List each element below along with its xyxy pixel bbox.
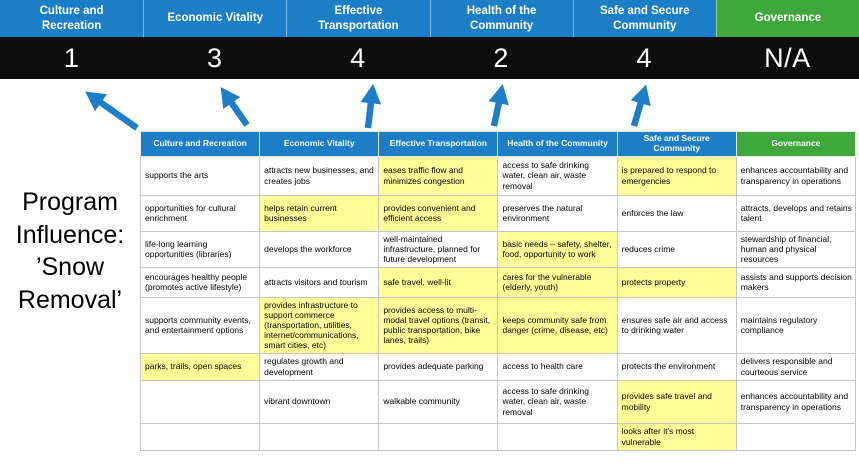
matrix-cell-r4-c1: encourages healthy people (promotes acti… [139,266,261,298]
matrix-cell-r2-c1: opportunities for cultural enrichment [139,194,261,232]
matrix-row-4: encourages healthy people (promotes acti… [139,266,857,298]
pillar-score-6: N/A [764,42,811,73]
matrix-row-2: opportunities for cultural enrichment hel… [139,194,857,232]
matrix-header-2: Economic Vitality [259,131,380,157]
matrix-cell-r1-c3: eases traffic flow and minimizes congest… [378,155,499,196]
matrix-cell-r3-c6: stewardship of financial, human and phys… [735,230,857,268]
pillar-header-2: Economic Vitality [143,0,287,37]
matrix-cell-r2-c5: enforces the law [616,194,737,232]
matrix-cell-r5-c4: keeps community safe from danger (crime,… [497,296,618,354]
matrix-cell-r5-c3: provides access to multi-modal travel op… [378,296,499,354]
arrow-up-icon-5 [630,84,651,127]
matrix-cell-r8-c6 [735,422,857,451]
matrix-cell-r8-c4 [497,422,618,451]
matrix-cell-r1-c1: supports the arts [139,155,261,196]
pillar-banner: Culture and Recreation Economic Vitality E… [0,0,859,79]
arrow-up-icon-4 [488,84,509,127]
matrix-cell-r2-c6: attracts, develops and retains talent [735,194,857,232]
matrix-table: Culture and Recreation Economic Vitality E… [139,131,857,451]
pillar-header-1: Culture and Recreation [0,0,144,37]
matrix-header-row: Culture and Recreation Economic Vitality E… [139,131,857,157]
matrix-cell-r3-c1: life-long learning opportunities (librar… [139,230,261,268]
matrix-cell-r6-c5: protects the environment [616,352,737,381]
matrix-cell-r4-c5: protects property [616,266,737,298]
matrix-cell-r2-c3: provides convenient and efficient access [378,194,499,232]
matrix-cell-r7-c5: provides safe travel and mobility [616,379,737,424]
matrix-cell-r3-c4: basic needs – safety, shelter, food, opp… [497,230,618,268]
matrix-cell-r7-c4: access to safe drinking water, clean air… [497,379,618,424]
pillar-score-5: 4 [636,42,652,73]
matrix-cell-r5-c2: provides infrastructure to support comme… [259,296,380,354]
matrix-cell-r8-c1 [139,422,261,451]
matrix-header-5: Safe and Secure Community [616,131,737,157]
pillar-score-2: 3 [206,42,223,73]
pillar-score-1: 1 [63,42,80,73]
matrix-row-1: supports the arts attracts new businesses… [139,155,857,196]
arrow-up-icon-2 [220,87,250,127]
matrix-cell-r7-c1 [139,379,261,424]
matrix-cell-r4-c2: attracts visitors and tourism [259,266,380,298]
matrix-cell-r3-c3: well-maintained infrastructure, planned … [378,230,499,268]
matrix-row-5: supports community events, and entertain… [139,296,857,354]
matrix-cell-r1-c5: is prepared to respond to emergencies [616,155,737,196]
matrix-cell-r8-c3 [378,422,499,451]
matrix-cell-r8-c2 [259,422,380,451]
matrix-cell-r5-c5: ensures safe air and access to drinking … [616,296,737,354]
pillar-score-row: 1 3 4 2 4 N/A [0,37,859,79]
matrix-cell-r7-c3: walkable community [378,379,499,424]
pillar-header-6: Governance [715,0,859,37]
matrix-row-6: parks, trails, open spaces regulates grow… [139,352,857,381]
matrix-cell-r7-c6: enhances accountability and transparency… [735,379,857,424]
matrix-cell-r3-c2: develops the workforce [259,230,380,268]
matrix-cell-r4-c4: cares for the vulnerable (elderly, youth… [497,266,618,298]
matrix-cell-r3-c5: reduces crime [616,230,737,268]
matrix-header-1: Culture and Recreation [139,131,261,157]
matrix-row-3: life-long learning opportunities (librar… [139,230,857,268]
matrix-cell-r6-c1: parks, trails, open spaces [139,352,261,381]
matrix-cell-r2-c2: helps retain current businesses [259,194,380,232]
pillar-header-3: Effective Transportation [286,0,430,37]
arrow-up-icon-1 [85,91,139,131]
arrow-up-icon-3 [360,83,382,129]
pillar-header-row: Culture and Recreation Economic Vitality E… [0,0,859,37]
pillar-header-4: Health of the Community [429,0,573,37]
matrix-cell-r1-c4: access to safe drinking water, clean air… [497,155,618,196]
pillar-score-4: 2 [493,42,509,73]
matrix-header-6: Governance [735,131,857,157]
matrix-row-7: vibrant downtown walkable community access… [139,379,857,424]
matrix-cell-r4-c6: assists and supports decision makers [735,266,857,298]
matrix-header-4: Health of the Community [497,131,618,157]
matrix-cell-r6-c6: delivers responsible and courteous servi… [735,352,857,381]
matrix-row-8: looks after it's most vulnerable [139,422,857,451]
matrix-header-3: Effective Transportation [378,131,499,157]
matrix-body: supports the arts attracts new businesses… [139,155,857,451]
matrix-cell-r1-c6: enhances accountability and transparency… [735,155,857,196]
page-title: Program Influence: ’Snow Removal’ [15,188,125,314]
matrix-cell-r2-c4: preserves the natural environment [497,194,618,232]
pillar-score-3: 4 [350,42,366,73]
influence-arrows [85,83,651,131]
matrix-cell-r4-c3: safe travel, well-lit [378,266,499,298]
matrix-cell-r8-c5: looks after it's most vulnerable [616,422,737,451]
matrix-cell-r1-c2: attracts new businesses, and creates job… [259,155,380,196]
matrix-cell-r5-c6: maintains regulatory compliance [735,296,857,354]
matrix-cell-r6-c2: regulates growth and development [259,352,380,381]
matrix-cell-r5-c1: supports community events, and entertain… [139,296,261,354]
matrix-cell-r6-c4: access to health care [497,352,618,381]
pillar-header-5: Safe and Secure Community [572,0,716,37]
matrix-cell-r6-c3: provides adequate parking [378,352,499,381]
matrix-cell-r7-c2: vibrant downtown [259,379,380,424]
influence-matrix: Culture and Recreation Economic Vitality E… [139,131,857,451]
